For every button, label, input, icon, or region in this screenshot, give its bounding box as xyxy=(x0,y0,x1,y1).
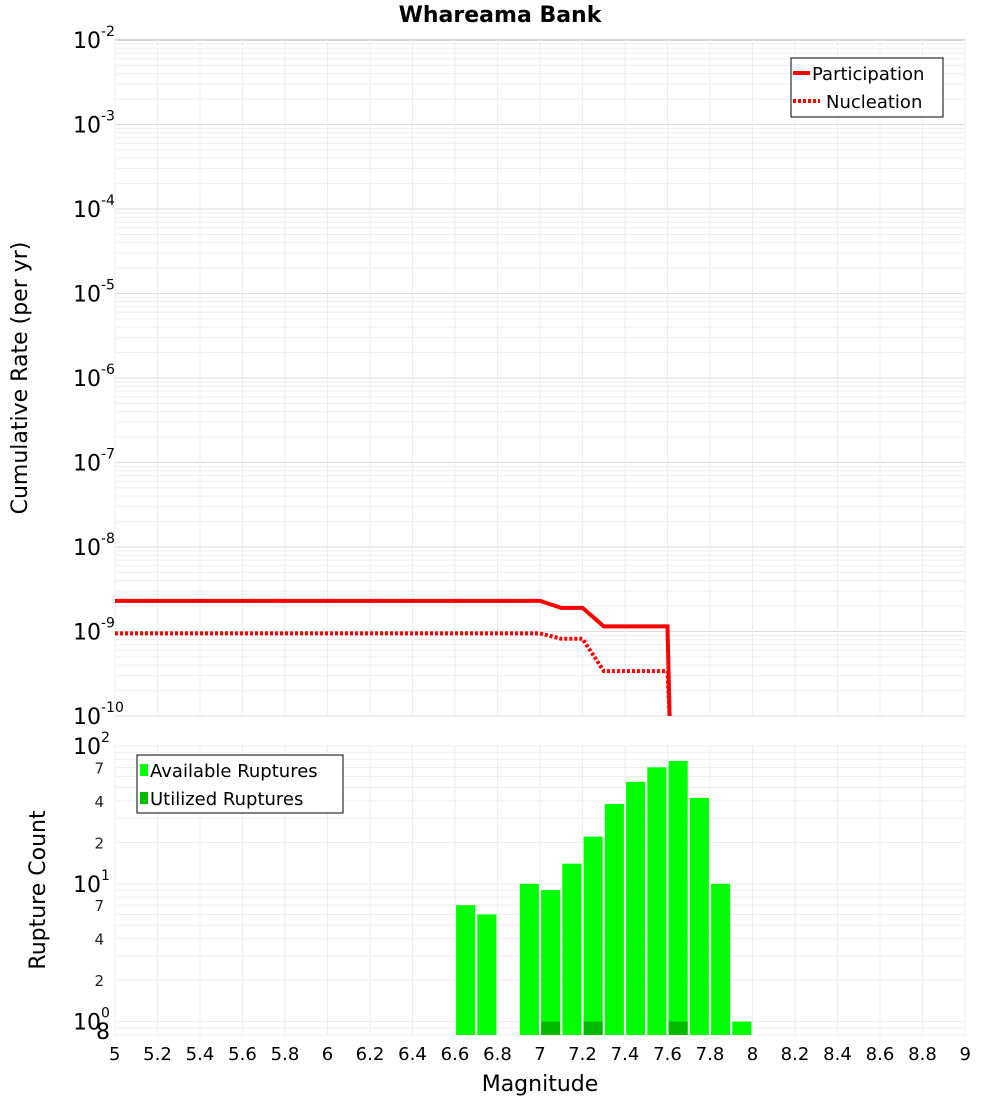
rupture-y-tick-label: 2 xyxy=(94,834,104,852)
magnitude-x-tick-label: 7.2 xyxy=(568,1044,597,1065)
rupture-y-tick-label: 102 xyxy=(73,730,110,760)
available-rupture-bar xyxy=(732,1021,752,1035)
rupture-x-ticks: 5 5.2 5.4 5.6 5.8 6 6.2 6.4 6.6 6.8 7 7.2 7.4 7.6 7.8 8… xyxy=(109,1044,971,1065)
available-rupture-bar xyxy=(541,890,561,1035)
participation-line xyxy=(115,598,672,717)
magnitude-x-tick-label: 5.8 xyxy=(271,1044,300,1065)
rate-y-tick-label: 10-3 xyxy=(73,109,115,139)
available-rupture-bar xyxy=(711,883,731,1035)
rupture-y-tick-label: 7 xyxy=(94,897,104,915)
magnitude-x-tick-label: 8.2 xyxy=(781,1044,810,1065)
magnitude-x-tick-label: 6.6 xyxy=(441,1044,470,1065)
magnitude-x-tick-label: 8 xyxy=(747,1044,758,1065)
rate-y-tick-label: 10-7 xyxy=(73,447,115,477)
magnitude-x-tick-label: 8.4 xyxy=(823,1044,852,1065)
available-rupture-bar xyxy=(647,767,667,1035)
utilized-rupture-bar xyxy=(583,1021,603,1035)
rupture-y-tick-label: 2 xyxy=(94,972,104,990)
rupture-y-tick-label: 7 xyxy=(94,759,104,777)
available-rupture-bar xyxy=(668,760,688,1035)
rate-y-tick-label: 10-8 xyxy=(73,531,115,561)
rate-panel: 10-10 10-9 10-8 10-7 10-6 10-5 10-4 10-3 10-2 Cu… xyxy=(8,24,966,730)
rate-y-tick-label: 10-5 xyxy=(73,278,115,308)
rupture-y-axis-label: Rupture Count xyxy=(26,810,51,970)
rupture-y-tick-label: 4 xyxy=(94,793,104,811)
rate-y-ticks: 10-10 10-9 10-8 10-7 10-6 10-5 10-4 10-3 10-2 xyxy=(73,24,124,730)
nucleation-legend-label: Nucleation xyxy=(826,92,922,113)
rate-y-axis-label: Cumulative Rate (per yr) xyxy=(8,242,33,515)
magnitude-x-tick-label: 8.8 xyxy=(908,1044,937,1065)
chart-title: Whareama Bank xyxy=(399,3,603,28)
rupture-y-tick-label: 4 xyxy=(94,931,104,949)
rupture-bars xyxy=(456,760,752,1035)
rate-legend-box xyxy=(790,57,944,118)
magnitude-x-tick-label: 5.6 xyxy=(228,1044,257,1065)
available-legend-swatch xyxy=(140,764,148,776)
magnitude-x-tick-label: 5.4 xyxy=(186,1044,215,1065)
magnitude-x-tick-label: 5 xyxy=(109,1044,120,1065)
magnitude-x-tick-label: 6.8 xyxy=(483,1044,512,1065)
rate-y-tick-label: 10-4 xyxy=(73,193,115,223)
rate-y-tick-label: 10-10 xyxy=(73,700,124,730)
rupture-y-tick-label: 8 xyxy=(96,1020,110,1045)
available-rupture-bar xyxy=(583,836,603,1035)
magnitude-x-axis-label: Magnitude xyxy=(482,1072,599,1097)
available-rupture-bar xyxy=(456,905,476,1035)
utilized-legend-label: Utilized Ruptures xyxy=(150,789,303,810)
magnitude-x-tick-label: 5.2 xyxy=(143,1044,172,1065)
rupture-y-tick-label: 101 xyxy=(73,868,110,898)
magnitude-x-tick-label: 9 xyxy=(960,1044,971,1065)
rupture-legend-box xyxy=(136,754,344,814)
rate-y-tick-label: 10-9 xyxy=(73,616,115,646)
rate-y-tick-label: 10-2 xyxy=(73,24,115,54)
available-rupture-bar xyxy=(562,863,582,1035)
magnitude-x-tick-label: 7.8 xyxy=(696,1044,725,1065)
rate-y-tick-label: 10-6 xyxy=(73,362,115,392)
rupture-legend: Available Ruptures Utilized Ruptures xyxy=(136,754,344,814)
magnitude-x-tick-label: 7 xyxy=(534,1044,545,1065)
available-rupture-bar xyxy=(477,914,497,1035)
rate-legend: Participation Nucleation xyxy=(790,57,944,118)
available-rupture-bar xyxy=(626,781,646,1035)
magnitude-x-tick-label: 6.2 xyxy=(356,1044,385,1065)
nucleation-line xyxy=(115,631,672,717)
rate-series xyxy=(115,598,672,717)
magnitude-x-tick-label: 6 xyxy=(322,1044,333,1065)
utilized-rupture-bar xyxy=(541,1021,561,1035)
available-rupture-bar xyxy=(689,797,709,1035)
rate-grid xyxy=(114,40,966,717)
utilized-rupture-bar xyxy=(668,1021,688,1035)
magnitude-x-tick-label: 6.4 xyxy=(398,1044,427,1065)
participation-legend-label: Participation xyxy=(812,64,924,85)
magnitude-x-tick-label: 7.4 xyxy=(611,1044,640,1065)
magnitude-x-tick-label: 8.6 xyxy=(866,1044,895,1065)
rupture-y-tick-label: 100 xyxy=(73,1006,110,1036)
available-legend-label: Available Ruptures xyxy=(150,761,318,782)
available-rupture-bar xyxy=(604,803,624,1035)
available-rupture-bar xyxy=(519,883,539,1035)
utilized-legend-swatch xyxy=(140,792,148,804)
magnitude-x-tick-label: 7.6 xyxy=(653,1044,682,1065)
